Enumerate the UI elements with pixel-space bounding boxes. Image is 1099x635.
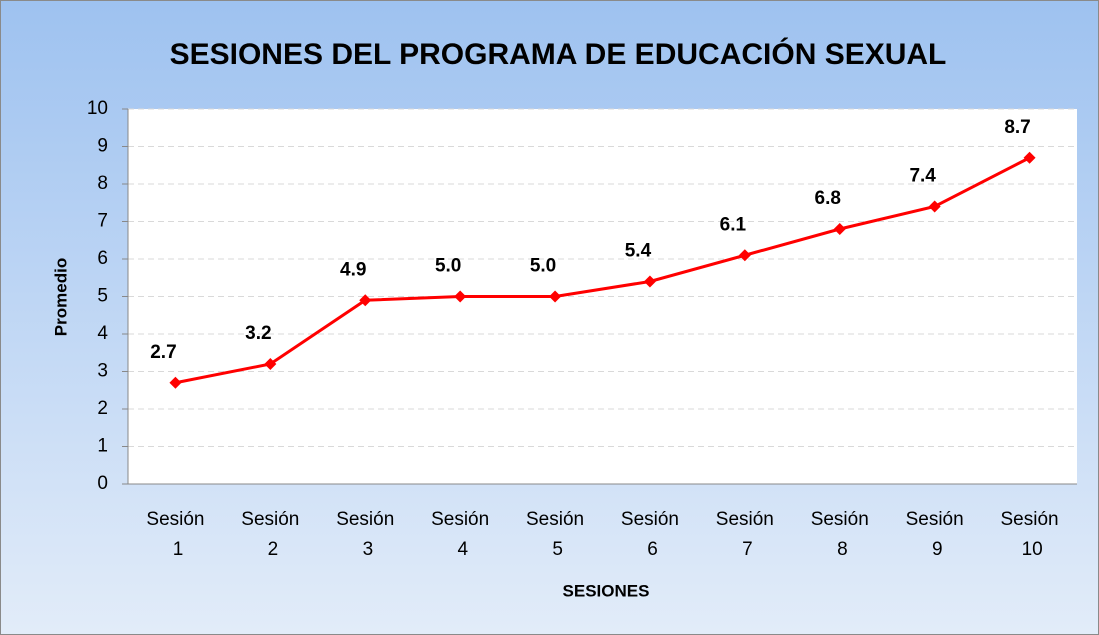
data-point <box>169 376 182 389</box>
data-point <box>1023 151 1036 164</box>
data-label: 3.2 <box>245 323 271 344</box>
x-tick-label: Sesión 3 <box>336 509 394 560</box>
x-tick-label: Sesión 9 <box>906 509 964 560</box>
y-tick-label: 10 <box>87 98 108 119</box>
data-label: 6.1 <box>720 214 747 235</box>
data-label: 4.9 <box>340 259 366 280</box>
data-point <box>359 294 372 307</box>
data-label: 6.8 <box>815 188 841 209</box>
y-tick-label: 2 <box>97 398 108 419</box>
x-tick-label: Sesión 8 <box>811 509 869 560</box>
x-axis-title: SESIONES <box>563 581 650 600</box>
data-label: 2.7 <box>150 342 176 363</box>
y-tick-label: 4 <box>97 323 108 344</box>
x-tick-label: Sesión 7 <box>716 509 774 560</box>
x-tick-label: Sesión 2 <box>241 509 299 560</box>
data-label: 8.7 <box>1004 117 1030 138</box>
y-tick-label: 1 <box>97 436 108 457</box>
y-tick-label: 3 <box>97 361 108 382</box>
data-label: 5.0 <box>530 256 556 277</box>
y-tick-label: 6 <box>97 248 108 269</box>
data-point <box>264 358 277 370</box>
data-point <box>738 249 751 262</box>
y-tick-label: 9 <box>97 136 108 157</box>
data-point <box>454 290 467 303</box>
data-label: 7.4 <box>909 166 936 187</box>
y-tick-label: 8 <box>97 173 108 194</box>
x-tick-label: Sesión 10 <box>1000 509 1058 560</box>
chart-title: SESIONES DEL PROGRAMA DE EDUCACIÓN SEXUA… <box>170 37 947 71</box>
x-tick-label: Sesión 6 <box>621 509 679 560</box>
y-axis-title: Promedio <box>51 258 70 336</box>
data-label: 5.4 <box>625 241 652 262</box>
y-tick-label: 5 <box>97 286 108 307</box>
x-tick-label: Sesión 1 <box>146 509 204 560</box>
data-point <box>643 275 656 288</box>
data-point <box>928 200 941 213</box>
x-tick-label: Sesión 5 <box>526 509 584 560</box>
y-tick-label: 0 <box>97 473 108 494</box>
data-point <box>833 223 846 235</box>
data-label: 5.0 <box>435 256 461 277</box>
y-tick-label: 7 <box>97 211 108 232</box>
series-line <box>175 156 1031 385</box>
x-tick-label: Sesión 4 <box>431 509 489 560</box>
data-point <box>549 290 562 303</box>
